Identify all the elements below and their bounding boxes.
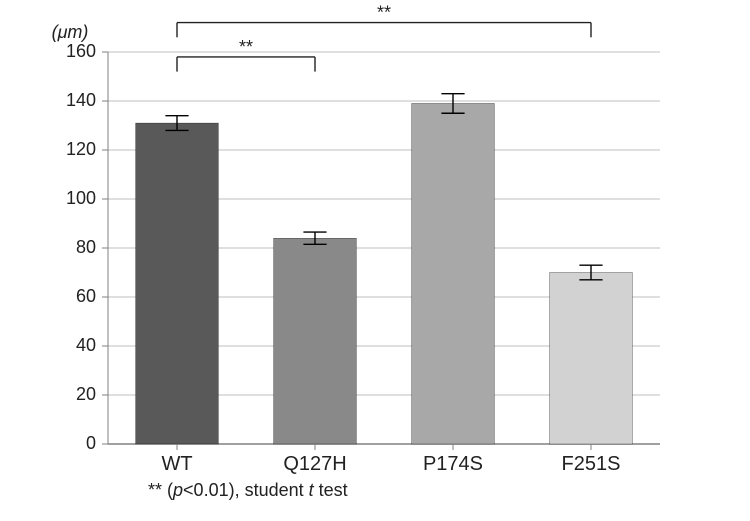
bar [136, 123, 219, 444]
y-tick-label: 120 [66, 139, 96, 159]
footnote: ** (p<0.01), student t test [148, 480, 348, 501]
bar [412, 103, 495, 444]
y-tick-label: 160 [66, 41, 96, 61]
bar [274, 238, 357, 444]
footnote-rest: test [319, 480, 348, 500]
category-label: Q127H [283, 453, 346, 475]
sig-label: ** [239, 37, 253, 57]
sig-label: ** [377, 3, 391, 23]
y-tick-label: 140 [66, 90, 96, 110]
y-tick-label: 20 [76, 384, 96, 404]
y-unit-label: (μm) [52, 22, 89, 42]
bar [550, 273, 633, 445]
chart-container: 0 20 40 60 80 100 120 140 160(μm) WT Q127H P174S F25… [0, 0, 750, 521]
category-label: F251S [562, 453, 621, 475]
category-label: P174S [423, 453, 483, 475]
footnote-stars: ** [148, 480, 162, 500]
footnote-p: p [173, 480, 183, 500]
y-tick-label: 80 [76, 237, 96, 257]
category-label: WT [161, 453, 192, 475]
y-tick-label: 60 [76, 286, 96, 306]
bar-chart: 0 20 40 60 80 100 120 140 160(μm) WT Q127H P174S F25… [0, 0, 750, 521]
y-tick-label: 40 [76, 335, 96, 355]
y-tick-label: 100 [66, 188, 96, 208]
footnote-t: t [309, 480, 319, 500]
footnote-p-rest: <0.01), student [183, 480, 309, 500]
y-tick-label: 0 [86, 433, 96, 453]
